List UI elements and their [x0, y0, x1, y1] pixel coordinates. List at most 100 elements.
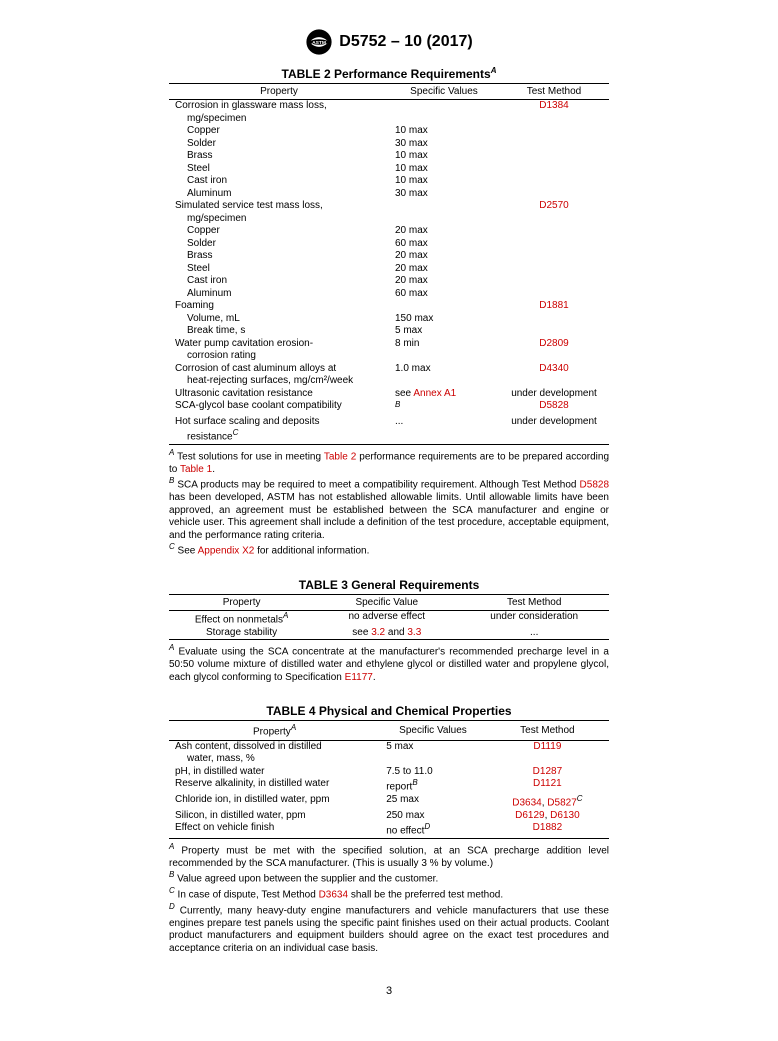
row-sub: Copper	[169, 125, 389, 138]
table-row: Water pump cavitation erosion-8 minD2809	[169, 338, 609, 351]
table4-title: TABLE 4 Physical and Chemical Properties	[60, 704, 718, 718]
row-value: 10 max	[389, 150, 499, 163]
row-value	[389, 200, 499, 213]
row-sub: Steel	[169, 263, 389, 276]
table2: Property Specific Values Test Method Cor…	[169, 83, 609, 445]
row-method	[499, 175, 609, 188]
row-sub: corrosion rating	[169, 350, 389, 363]
footnote: B Value agreed upon between the supplier…	[169, 870, 609, 886]
row-value: reportB	[380, 778, 486, 794]
row-value: 1.0 max	[389, 363, 499, 376]
table-row: Cast iron20 max	[169, 275, 609, 288]
table-row: Simulated service test mass loss,D2570	[169, 200, 609, 213]
row-method	[499, 428, 609, 444]
row-value: 250 max	[380, 810, 486, 823]
table-row: Brass20 max	[169, 250, 609, 263]
table-row: SCA-glycol base coolant compatibilityBD5…	[169, 400, 609, 416]
table4: PropertyA Specific Values Test Method As…	[169, 720, 609, 839]
table-row: Reserve alkalinity, in distilled waterre…	[169, 778, 609, 794]
row-value	[389, 300, 499, 313]
col-property: Property	[169, 84, 389, 100]
table-row: Effect on nonmetalsAno adverse effectund…	[169, 611, 609, 627]
table-row: pH, in distilled water7.5 to 11.0D1287	[169, 766, 609, 779]
col-values: Specific Values	[389, 84, 499, 100]
footnote: A Test solutions for use in meeting Tabl…	[169, 448, 609, 476]
table-row: Corrosion in glassware mass loss,D1384	[169, 100, 609, 113]
row-method: D1881	[499, 300, 609, 313]
row-value: 10 max	[389, 163, 499, 176]
row-sub: Solder	[169, 138, 389, 151]
row-method: D5828	[499, 400, 609, 416]
table2-title: TABLE 2 Performance RequirementsA	[60, 66, 718, 81]
table-row: Storage stabilitysee 3.2 and 3.3...	[169, 627, 609, 640]
row-prop: Effect on nonmetalsA	[169, 611, 314, 627]
row-method: D1121	[486, 778, 609, 794]
row-sub: water, mass, %	[169, 753, 380, 766]
row-method: D4340	[499, 363, 609, 376]
row-prop: Ash content, dissolved in distilled	[169, 740, 380, 753]
col-method: Test Method	[459, 595, 609, 611]
row-sub: Aluminum	[169, 288, 389, 301]
row-sub: resistanceC	[169, 428, 389, 444]
row-sub: Steel	[169, 163, 389, 176]
row-value: 5 max	[380, 740, 486, 753]
table3-header: Property Specific Value Test Method	[169, 595, 609, 611]
row-method: ...	[459, 627, 609, 640]
row-prop: Water pump cavitation erosion-	[169, 338, 389, 351]
row-method	[499, 213, 609, 226]
row-value	[380, 753, 486, 766]
table3-footnotes: A Evaluate using the SCA concentrate at …	[169, 643, 609, 684]
table-row: Steel20 max	[169, 263, 609, 276]
table-row: Volume, mL150 max	[169, 313, 609, 326]
row-method: under development	[499, 388, 609, 401]
row-sub: Cast iron	[169, 175, 389, 188]
table-row: mg/specimen	[169, 113, 609, 126]
table-row: Brass10 max	[169, 150, 609, 163]
row-value: 20 max	[389, 250, 499, 263]
table-row: Break time, s5 max	[169, 325, 609, 338]
row-method	[499, 188, 609, 201]
row-prop: SCA-glycol base coolant compatibility	[169, 400, 389, 416]
table-row: water, mass, %	[169, 753, 609, 766]
row-sub: mg/specimen	[169, 213, 389, 226]
doc-header: ASTM D5752 – 10 (2017)	[60, 28, 718, 56]
row-method	[499, 325, 609, 338]
table-row: Solder60 max	[169, 238, 609, 251]
table-row: resistanceC	[169, 428, 609, 444]
row-value: no adverse effect	[314, 611, 459, 627]
footnote: D Currently, many heavy-duty engine manu…	[169, 902, 609, 955]
row-method	[499, 313, 609, 326]
row-method: under development	[499, 416, 609, 429]
row-method	[499, 375, 609, 388]
row-prop: Silicon, in distilled water, ppm	[169, 810, 380, 823]
table-row: FoamingD1881	[169, 300, 609, 313]
table3-title: TABLE 3 General Requirements	[60, 578, 718, 592]
table-row: Ash content, dissolved in distilled5 max…	[169, 740, 609, 753]
row-value: see Annex A1	[389, 388, 499, 401]
row-method	[499, 113, 609, 126]
row-method	[499, 250, 609, 263]
row-prop: Ultrasonic cavitation resistance	[169, 388, 389, 401]
row-sub: Break time, s	[169, 325, 389, 338]
table-row: Ultrasonic cavitation resistancesee Anne…	[169, 388, 609, 401]
table-row: Copper10 max	[169, 125, 609, 138]
row-method	[499, 288, 609, 301]
row-value: 7.5 to 11.0	[380, 766, 486, 779]
row-value	[389, 113, 499, 126]
table-row: Effect on vehicle finishno effectDD1882	[169, 822, 609, 838]
row-value	[389, 213, 499, 226]
footnote: C See Appendix X2 for additional informa…	[169, 542, 609, 558]
table-row: Aluminum30 max	[169, 188, 609, 201]
table-row: Solder30 max	[169, 138, 609, 151]
row-method	[499, 350, 609, 363]
col-property: Property	[169, 595, 314, 611]
row-sub: Brass	[169, 250, 389, 263]
col-value: Specific Value	[314, 595, 459, 611]
row-method	[499, 163, 609, 176]
row-value	[389, 428, 499, 444]
astm-logo: ASTM	[305, 28, 333, 56]
row-value: 150 max	[389, 313, 499, 326]
row-sub: Solder	[169, 238, 389, 251]
row-sub: Volume, mL	[169, 313, 389, 326]
footnote: C In case of dispute, Test Method D3634 …	[169, 886, 609, 902]
